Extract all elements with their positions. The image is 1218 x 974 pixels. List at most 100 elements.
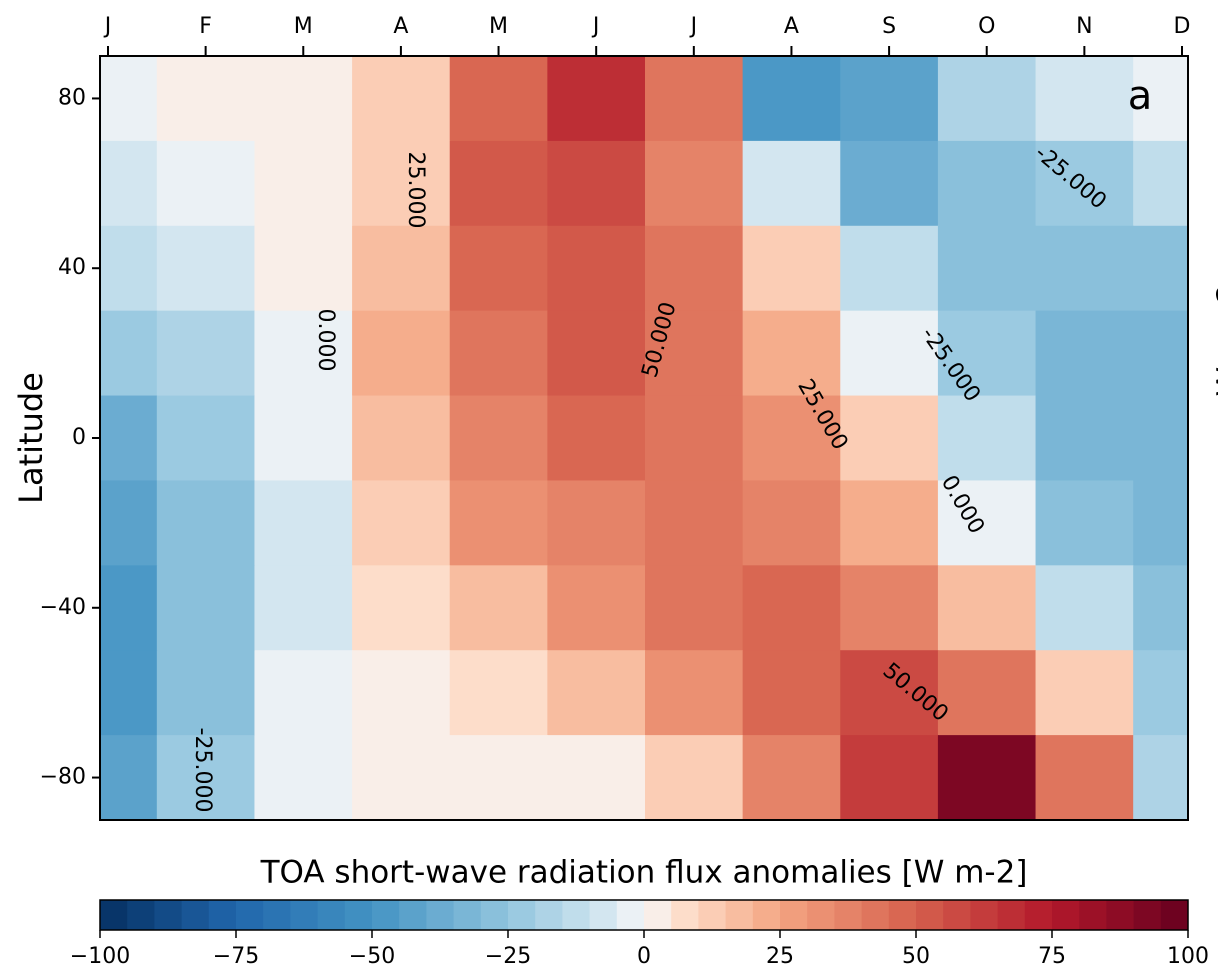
field-cell <box>742 310 841 397</box>
field-cell <box>547 650 646 736</box>
colorbar-swatch <box>671 900 699 930</box>
colorbar-tick-label: −100 <box>70 944 130 969</box>
colorbar-swatch <box>263 900 291 930</box>
colorbar-swatch <box>1160 900 1189 930</box>
colorbar-swatch <box>752 900 781 930</box>
field-cell <box>352 310 451 397</box>
colorbar-tick-label: 100 <box>1167 944 1209 969</box>
colorbar-swatch <box>562 900 591 930</box>
field-cell <box>840 650 939 736</box>
colorbar-swatch <box>807 900 835 930</box>
field-cell <box>449 395 548 481</box>
colorbar-swatch <box>372 900 400 930</box>
field-cell <box>449 565 548 651</box>
field-cell <box>547 735 646 821</box>
field-cell <box>254 395 353 481</box>
y-tick-label: 40 <box>58 255 86 280</box>
colorbar-swatch <box>698 900 727 930</box>
field-cell <box>1035 395 1134 481</box>
panel-label: a <box>1128 73 1153 119</box>
field-cell <box>100 56 158 142</box>
field-cell <box>1133 565 1189 651</box>
contour-label: 0.000 <box>313 309 338 372</box>
field-cell <box>100 480 158 566</box>
field-cell <box>547 140 646 227</box>
field-cell <box>547 565 646 651</box>
field-cell <box>742 140 841 227</box>
field-cell <box>254 140 353 227</box>
field-cell <box>840 565 939 651</box>
field-cell <box>156 565 255 651</box>
colorbar-tick-label: −25 <box>485 944 531 969</box>
field-cell <box>840 225 939 312</box>
colorbar-swatch <box>100 900 128 930</box>
field-cell <box>1035 735 1134 821</box>
colorbar-tick-label: −75 <box>213 944 259 969</box>
y-axis-label: Latitude <box>12 372 50 504</box>
field-cell <box>254 225 353 312</box>
colorbar-swatch <box>834 900 863 930</box>
field-cell <box>449 310 548 397</box>
colorbar-swatch <box>1052 900 1080 930</box>
field-cell <box>742 735 841 821</box>
field-cell <box>937 735 1037 821</box>
field-cell <box>1133 480 1189 566</box>
x-tick-label: J <box>103 14 112 39</box>
field-cell <box>156 310 255 397</box>
field-cell <box>352 735 451 821</box>
field-cell <box>100 565 158 651</box>
colorbar-swatch <box>208 900 237 930</box>
field-cell <box>1133 395 1189 481</box>
x-tick-label: O <box>978 14 995 39</box>
field-cell <box>645 735 744 821</box>
field-cell <box>254 650 353 736</box>
colorbar-tick-label: 75 <box>1038 944 1066 969</box>
colorbar-swatch <box>916 900 944 930</box>
field-cell <box>840 56 939 142</box>
field-cell <box>645 56 744 142</box>
colorbar-swatch <box>943 900 971 930</box>
field-cell <box>449 650 548 736</box>
field-cell <box>1035 650 1134 736</box>
colorbar-unit-label: W m−2 <box>1212 284 1218 397</box>
field-cell <box>645 225 744 312</box>
x-tick-label: S <box>882 14 896 39</box>
colorbar-tick-label: −50 <box>349 944 395 969</box>
field-cell <box>547 395 646 481</box>
colorbar-swatch <box>1106 900 1135 930</box>
colorbar-swatch <box>589 900 618 930</box>
colorbar-tick-label: 50 <box>902 944 930 969</box>
field-cell <box>254 565 353 651</box>
colorbar-tick-label: 0 <box>637 944 651 969</box>
contour-label: -25.000 <box>190 728 215 813</box>
field-cell <box>1035 310 1134 397</box>
field-cell <box>645 140 744 227</box>
x-tick-label: M <box>294 14 313 39</box>
colorbar-swatch <box>480 900 509 930</box>
colorbar-swatch <box>780 900 808 930</box>
colorbar-swatch <box>154 900 183 930</box>
x-tick-label: J <box>591 14 600 39</box>
field-cell <box>1035 56 1134 142</box>
field-cell <box>449 140 548 227</box>
field-cell <box>1133 310 1189 397</box>
field-cell <box>840 480 939 566</box>
field-cell <box>156 140 255 227</box>
colorbar-swatch <box>453 900 482 930</box>
field-cell <box>449 735 548 821</box>
x-tick-label: N <box>1076 14 1092 39</box>
field-cell <box>547 56 646 142</box>
field-cell <box>100 735 158 821</box>
colorbar-swatch <box>290 900 319 930</box>
field-cell <box>742 225 841 312</box>
colorbar-swatch <box>725 900 754 930</box>
field-cell <box>937 225 1037 312</box>
field-cell <box>840 140 939 227</box>
field-cell <box>645 310 744 397</box>
field-cell <box>937 56 1037 142</box>
field-cell <box>937 565 1037 651</box>
x-tick-label: M <box>489 14 508 39</box>
field-cell <box>1133 56 1189 142</box>
field-cell <box>1035 225 1134 312</box>
field-cell <box>156 480 255 566</box>
